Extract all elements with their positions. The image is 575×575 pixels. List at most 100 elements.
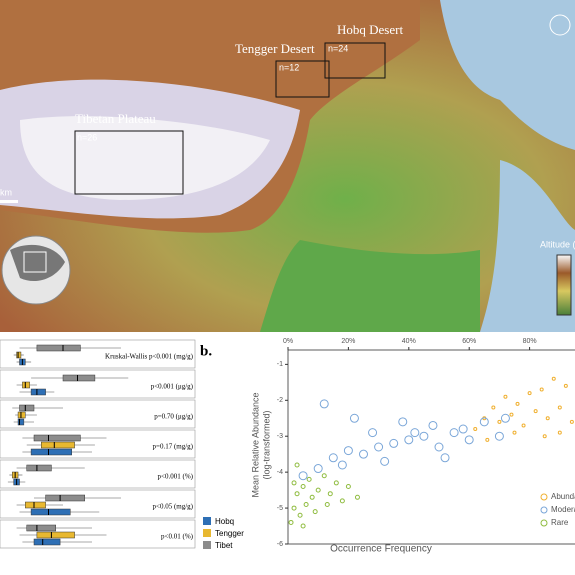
box: [22, 381, 30, 389]
point: [291, 505, 297, 511]
altitude-bar: [556, 254, 572, 316]
legend-marker: [540, 493, 548, 501]
box: [62, 374, 96, 382]
box: [26, 524, 56, 532]
point: [309, 494, 315, 500]
legend-swatch: [203, 517, 211, 525]
region-label: Hobq Desert: [337, 22, 403, 37]
row-frame: [0, 339, 196, 369]
point: [458, 424, 468, 434]
box: [25, 501, 46, 509]
legend-swatch: [203, 541, 211, 549]
point: [327, 491, 333, 497]
box: [30, 388, 46, 396]
point: [319, 399, 329, 409]
region-label: Tibetan Plateau: [75, 111, 156, 126]
point: [345, 484, 351, 490]
legend-label: Hobq: [215, 517, 234, 526]
point: [389, 438, 399, 448]
point: [557, 430, 562, 435]
row-label: p<0.001 (%): [158, 473, 194, 481]
point: [494, 431, 504, 441]
region-box: [74, 130, 184, 195]
row-frame: [0, 519, 196, 549]
legend-label: Tengger: [215, 529, 244, 538]
point: [404, 435, 414, 445]
row-frame: [0, 489, 196, 519]
row-frame: [0, 399, 196, 429]
box: [41, 441, 75, 449]
x-tick-label: 20%: [341, 338, 355, 345]
point: [473, 427, 478, 432]
y-axis-label: Mean Relative Abundance: [250, 392, 260, 497]
x-tick-label: 40%: [402, 338, 416, 345]
box: [30, 448, 72, 456]
point: [428, 420, 438, 430]
point: [339, 498, 345, 504]
point: [337, 460, 347, 470]
scatter-panel: b. Occurrence Frequency Mean Relative Ab…: [200, 338, 575, 555]
point: [288, 519, 294, 525]
region-n: n=12: [279, 62, 299, 72]
point: [300, 523, 306, 529]
point: [398, 417, 408, 427]
point: [563, 383, 568, 388]
row-label: p<0.001 (μg/g): [151, 383, 194, 391]
point: [497, 419, 502, 424]
box: [33, 434, 81, 442]
panel-label: b.: [200, 343, 212, 359]
point: [294, 462, 300, 468]
legend-label: Rare: [551, 518, 569, 527]
point: [410, 428, 420, 438]
point: [464, 435, 474, 445]
box: [36, 531, 75, 539]
scale-label: km: [0, 187, 12, 197]
point: [343, 446, 353, 456]
x-tick-label: 80%: [523, 338, 537, 345]
plot-frame: [287, 349, 575, 545]
point: [557, 405, 562, 410]
point: [551, 376, 556, 381]
point: [449, 428, 459, 438]
point: [509, 412, 514, 417]
point: [349, 413, 359, 423]
x-tick-label: 0%: [283, 338, 293, 345]
legend-label: Moderate: [551, 505, 575, 514]
point: [333, 480, 339, 486]
box: [30, 508, 71, 516]
point: [500, 413, 510, 423]
row-label: p<0.05 (mg/g): [153, 503, 194, 511]
legend-marker: [540, 519, 548, 527]
point: [354, 494, 360, 500]
map: Hobq Desert n=24 Tengger Desert n=12 Tib…: [0, 0, 575, 332]
point: [545, 416, 550, 421]
point: [321, 473, 327, 479]
point: [539, 387, 544, 392]
point: [485, 437, 490, 442]
y-tick-label: -5: [277, 505, 283, 512]
point: [294, 491, 300, 497]
point: [569, 419, 574, 424]
point: [491, 405, 496, 410]
boxplot-panel: Kruskal-Wallis p<0.001 (mg/g) p<0.001 (μg…: [0, 339, 244, 550]
point: [542, 434, 547, 439]
x-tick-label: 60%: [462, 338, 476, 345]
row-label: p=0.17 (mg/g): [153, 443, 194, 451]
point: [533, 409, 538, 414]
point: [368, 428, 378, 438]
legend-label: Abundant: [551, 492, 575, 501]
box: [17, 418, 25, 426]
point: [521, 423, 526, 428]
legend-swatch: [203, 529, 211, 537]
point: [527, 391, 532, 396]
box: [19, 404, 35, 412]
point: [312, 509, 318, 515]
point: [419, 431, 429, 441]
row-frame: [0, 369, 196, 399]
point: [297, 512, 303, 518]
point: [359, 449, 368, 459]
region-n: n=26: [77, 132, 97, 142]
box: [26, 464, 52, 472]
